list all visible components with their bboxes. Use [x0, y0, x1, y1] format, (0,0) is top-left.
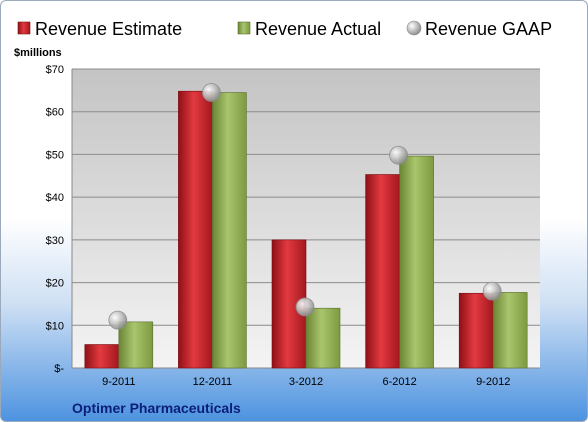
y-axis-ticks: $- $10 $20 $30 $40 $50 $60 $70: [46, 64, 65, 375]
legend-label: Revenue Actual: [255, 19, 381, 39]
marker-revenue-gaap: [201, 83, 221, 102]
legend-swatch: [237, 21, 251, 35]
bar-revenue-actual: [492, 292, 528, 369]
legend-label: Revenue Estimate: [35, 19, 182, 39]
x-tick-label: 9-2011: [102, 376, 135, 388]
bar-revenue-estimate: [178, 90, 213, 369]
bar-revenue-estimate: [365, 174, 400, 369]
bar-revenue-actual: [399, 155, 434, 369]
bar-revenue-actual: [212, 92, 247, 369]
x-tick-label: 9-2012: [476, 376, 510, 388]
marker-revenue-gaap: [389, 145, 409, 165]
y-tick-label: $60: [46, 107, 64, 119]
marker-revenue-gaap: [295, 297, 315, 317]
legend-label: Revenue GAAP: [425, 19, 552, 39]
y-tick-label: $30: [46, 235, 64, 247]
legend-swatch: [17, 21, 31, 35]
gaap-markers: [108, 83, 502, 330]
bar-revenue-estimate: [458, 292, 494, 369]
legend-marker: [406, 20, 422, 36]
marker-revenue-gaap: [108, 310, 128, 330]
legend: Revenue Estimate Revenue Actual Revenue GA…: [17, 19, 552, 39]
y-tick-label: $-: [54, 363, 64, 375]
bar-revenue-actual: [305, 307, 341, 369]
y-tick-label: $10: [46, 320, 64, 332]
x-axis-ticks: 9-2011 12-2011 3-2012 6-2012 9-2012: [102, 376, 510, 388]
y-tick-label: $20: [46, 278, 64, 290]
x-tick-label: 6-2012: [382, 376, 416, 388]
bars: [84, 90, 528, 369]
marker-revenue-gaap: [482, 281, 502, 301]
y-axis-label: $millions: [14, 47, 62, 59]
bar-revenue-actual: [118, 321, 154, 369]
y-tick-label: $70: [46, 64, 64, 76]
y-tick-label: $50: [46, 149, 64, 161]
x-tick-label: 3-2012: [289, 376, 323, 388]
x-tick-label: 12-2011: [193, 376, 233, 388]
y-tick-label: $40: [46, 192, 64, 204]
company-name: Optimer Pharmaceuticals: [72, 400, 241, 416]
bar-revenue-estimate: [84, 344, 120, 369]
